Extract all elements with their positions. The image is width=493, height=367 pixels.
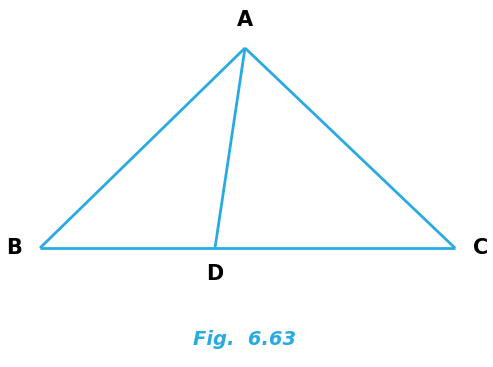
Text: A: A (237, 10, 253, 30)
Text: B: B (6, 238, 22, 258)
Text: D: D (207, 264, 224, 284)
Text: C: C (473, 238, 488, 258)
Text: Fig.  6.63: Fig. 6.63 (193, 330, 297, 349)
